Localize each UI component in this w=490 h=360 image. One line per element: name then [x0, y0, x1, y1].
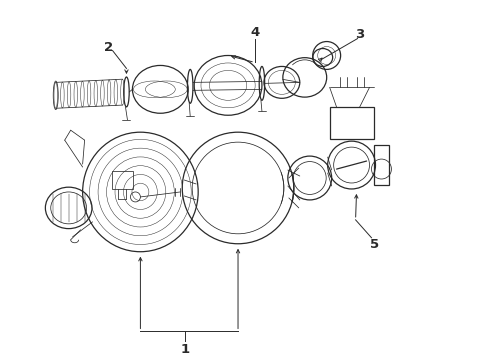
Text: 4: 4: [250, 26, 260, 39]
Text: 2: 2: [104, 41, 113, 54]
Text: 3: 3: [355, 28, 364, 41]
Text: 1: 1: [181, 343, 190, 356]
Text: 5: 5: [370, 238, 379, 251]
Bar: [373, 145, 390, 185]
Bar: [330, 107, 373, 139]
Bar: [112, 171, 133, 189]
